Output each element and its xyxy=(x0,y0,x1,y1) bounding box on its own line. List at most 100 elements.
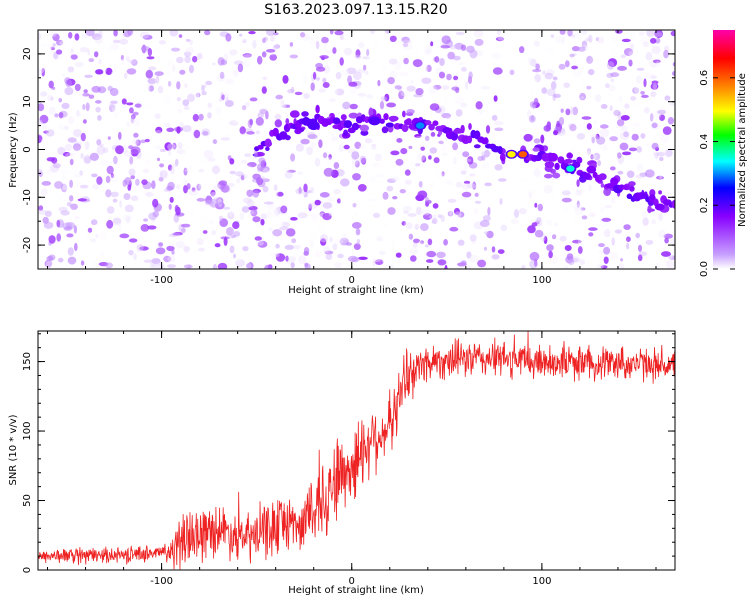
spectrogram-blob xyxy=(660,134,670,143)
spectrogram-blob xyxy=(558,63,566,70)
spectrogram-blob xyxy=(198,168,205,173)
spectrogram-blob xyxy=(333,162,340,169)
spectrogram-blob xyxy=(370,30,376,35)
spectrogram-blob xyxy=(173,214,180,223)
spectrogram-blob xyxy=(234,134,243,139)
spectrogram-blob xyxy=(235,258,246,268)
spectrogram-blob xyxy=(336,198,341,204)
spectrogram-blob xyxy=(391,245,397,254)
spectrogram-blob xyxy=(142,34,153,40)
spectrogram-blob xyxy=(479,219,490,228)
spectrogram-blob xyxy=(614,157,625,164)
spectrogram-blob xyxy=(74,215,80,220)
spectrogram-blob xyxy=(128,168,136,177)
spectrogram-blob xyxy=(642,217,649,226)
spectrogram-blob xyxy=(484,231,489,235)
spectrogram-blob xyxy=(329,236,333,243)
spectrogram-blob xyxy=(460,170,467,175)
spectrogram-blob xyxy=(119,200,123,208)
spectrogram-blob xyxy=(629,185,635,192)
spectrogram-blob xyxy=(306,146,313,156)
spectrogram-blob xyxy=(464,164,468,171)
spectrogram-hotspot xyxy=(309,122,318,129)
colorbar-tick-label: 0.4 xyxy=(699,134,710,150)
spectrogram-blob xyxy=(460,260,467,265)
spectrogram-blob xyxy=(210,192,217,196)
spectrogram-blob xyxy=(402,39,412,44)
snr-series-line xyxy=(38,331,675,570)
spectrogram-blob xyxy=(126,121,131,128)
spectrogram-blob xyxy=(573,150,579,155)
spectrogram-blob xyxy=(481,162,490,170)
spectrogram-blob xyxy=(172,64,176,73)
spectrogram-blob xyxy=(421,77,432,84)
spectrogram-blob xyxy=(468,71,473,80)
spectrogram-blob xyxy=(632,87,640,94)
spectrogram-blob xyxy=(248,205,258,211)
spectrogram-blob xyxy=(85,102,90,112)
spectrogram-blob xyxy=(560,70,569,78)
spectrogram-blob xyxy=(600,183,605,188)
spectrogram-blob xyxy=(152,198,159,208)
spectrogram-blob xyxy=(353,212,358,216)
spectrogram-blob xyxy=(140,46,151,52)
spectrogram-blob xyxy=(541,37,546,46)
spectrogram-blob xyxy=(166,127,175,132)
spectrogram-blob xyxy=(644,169,655,178)
spectrogram-blob xyxy=(566,152,573,159)
spectrogram-blob xyxy=(370,145,378,151)
spectrogram-blob xyxy=(98,58,102,65)
spectrogram-blob xyxy=(153,154,158,159)
spectrogram-blob xyxy=(248,30,256,35)
spectrogram-blob xyxy=(303,35,313,41)
spectrogram-blob xyxy=(668,255,675,260)
spectrogram-blob xyxy=(330,196,339,201)
spectrogram-blob xyxy=(74,242,78,252)
spectrogram-blob xyxy=(333,238,344,244)
x-tick-label: -100 xyxy=(150,576,173,587)
spectrogram-blob xyxy=(154,71,164,76)
spectrogram-blob xyxy=(132,138,139,146)
spectrogram-blob xyxy=(527,109,532,118)
spectrogram-ridge-blob xyxy=(548,152,558,162)
spectrogram-blob xyxy=(379,101,385,110)
spectrogram-blob xyxy=(672,62,675,67)
spectrogram-blob xyxy=(659,114,665,121)
spectrogram-blob xyxy=(603,256,609,264)
spectrogram-blob xyxy=(192,249,198,257)
spectrogram-blob xyxy=(159,264,166,269)
spectrogram-blob xyxy=(362,64,367,71)
spectrogram-blob xyxy=(473,93,479,100)
spectrogram-blob xyxy=(454,187,461,197)
spectrogram-blob xyxy=(76,109,80,117)
spectrogram-blob xyxy=(315,40,320,50)
spectrogram-blob xyxy=(568,123,577,132)
spectrogram-blob xyxy=(624,103,630,109)
spectrogram-blob xyxy=(597,160,601,167)
spectrogram-ridge-blob xyxy=(428,123,435,131)
spectrogram-blob xyxy=(275,253,286,262)
spectrogram-blob xyxy=(383,222,388,228)
spectrogram-blob xyxy=(424,65,429,72)
spectrogram-blob xyxy=(303,93,310,99)
spectrogram-blob xyxy=(441,65,447,73)
spectrogram-blob xyxy=(79,184,89,189)
spectrogram-blob xyxy=(441,112,452,119)
spectrogram-blob xyxy=(579,259,586,265)
spectrogram-blob xyxy=(64,87,74,96)
spectrogram-blob xyxy=(170,166,175,175)
spectrogram-blob xyxy=(620,53,626,58)
spectrogram-ridge-blob xyxy=(554,162,560,170)
spectrogram-blob xyxy=(424,42,430,51)
spectrogram-blob xyxy=(403,210,409,214)
spectrogram-blob xyxy=(229,158,235,165)
spectrogram-blob xyxy=(656,175,664,180)
spectrogram-blob xyxy=(436,251,446,258)
spectrogram-blob xyxy=(146,198,152,204)
spectrogram-ridge-blob xyxy=(450,131,459,141)
spectrogram-blob xyxy=(148,66,157,71)
spectrogram-blob xyxy=(486,56,495,65)
spectrogram-blob xyxy=(354,160,360,168)
spectrogram-blob xyxy=(384,30,391,34)
spectrogram-blob xyxy=(426,250,437,258)
